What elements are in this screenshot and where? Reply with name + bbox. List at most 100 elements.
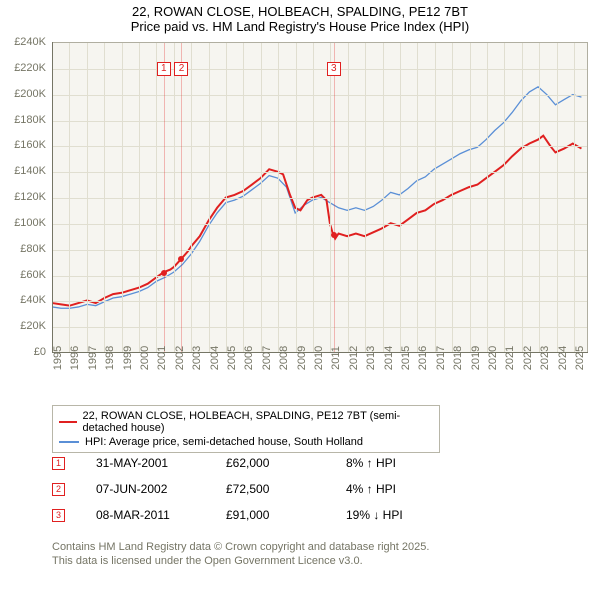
gridline-v bbox=[452, 43, 453, 352]
marker-guide bbox=[181, 43, 182, 352]
x-tick-label: 2018 bbox=[452, 346, 464, 370]
gridline-v bbox=[209, 43, 210, 352]
y-tick-label: £100K bbox=[14, 217, 46, 229]
x-tick-label: 2021 bbox=[504, 346, 516, 370]
x-tick-label: 1998 bbox=[104, 346, 116, 370]
y-tick-label: £200K bbox=[14, 88, 46, 100]
x-tick-label: 2003 bbox=[191, 346, 203, 370]
table-row: 1 31-MAY-2001£62,0008% ↑ HPI bbox=[52, 450, 588, 476]
gridline-v bbox=[487, 43, 488, 352]
x-tick-label: 2014 bbox=[383, 346, 395, 370]
gridline-h bbox=[52, 121, 587, 122]
x-tick-label: 1996 bbox=[69, 346, 81, 370]
y-tick-label: £0 bbox=[34, 346, 46, 358]
chart-title-line2: Price paid vs. HM Land Registry's House … bbox=[0, 19, 600, 36]
x-tick-label: 2001 bbox=[156, 346, 168, 370]
gridline-v bbox=[348, 43, 349, 352]
gridline-v bbox=[330, 43, 331, 352]
y-tick-label: £140K bbox=[14, 165, 46, 177]
table-marker: 1 bbox=[52, 457, 65, 470]
gridline-v bbox=[156, 43, 157, 352]
y-tick-label: £220K bbox=[14, 62, 46, 74]
x-tick-label: 1995 bbox=[52, 346, 64, 370]
table-row: 2 07-JUN-2002£72,5004% ↑ HPI bbox=[52, 476, 588, 502]
x-tick-label: 1999 bbox=[122, 346, 134, 370]
gridline-h bbox=[52, 69, 587, 70]
gridline-v bbox=[539, 43, 540, 352]
x-tick-label: 2022 bbox=[522, 346, 534, 370]
gridline-v bbox=[69, 43, 70, 352]
gridline-v bbox=[522, 43, 523, 352]
x-tick-label: 2013 bbox=[365, 346, 377, 370]
y-tick-label: £40K bbox=[20, 294, 46, 306]
sale-marker-box: 2 bbox=[174, 62, 188, 76]
gridline-v bbox=[296, 43, 297, 352]
table-pct: 4% ↑ HPI bbox=[346, 482, 466, 496]
gridline-v bbox=[417, 43, 418, 352]
x-tick-label: 1997 bbox=[87, 346, 99, 370]
table-date: 31-MAY-2001 bbox=[96, 456, 226, 470]
gridline-v bbox=[243, 43, 244, 352]
table-price: £62,000 bbox=[226, 456, 346, 470]
gridline-v bbox=[226, 43, 227, 352]
x-tick-label: 2008 bbox=[278, 346, 290, 370]
table-row: 308-MAR-2011£91,00019% ↓ HPI bbox=[52, 502, 588, 528]
gridline-h bbox=[52, 172, 587, 173]
legend: 22, ROWAN CLOSE, HOLBEACH, SPALDING, PE1… bbox=[52, 405, 440, 453]
x-tick-label: 2006 bbox=[243, 346, 255, 370]
gridline-h bbox=[52, 95, 587, 96]
chart-title-line1: 22, ROWAN CLOSE, HOLBEACH, SPALDING, PE1… bbox=[0, 0, 600, 19]
legend-swatch bbox=[59, 441, 79, 443]
gridline-v bbox=[470, 43, 471, 352]
y-tick-label: £20K bbox=[20, 320, 46, 332]
footer-text: Contains HM Land Registry data © Crown c… bbox=[52, 540, 429, 569]
x-axis: 1995199619971998199920002001200220032004… bbox=[52, 354, 588, 404]
gridline-h bbox=[52, 276, 587, 277]
gridline-v bbox=[574, 43, 575, 352]
gridline-v bbox=[139, 43, 140, 352]
x-tick-label: 2024 bbox=[557, 346, 569, 370]
marker-guide bbox=[164, 43, 165, 352]
gridline-v bbox=[174, 43, 175, 352]
gridline-v bbox=[87, 43, 88, 352]
table-price: £72,500 bbox=[226, 482, 346, 496]
gridline-h bbox=[52, 146, 587, 147]
table-date: 07-JUN-2002 bbox=[96, 482, 226, 496]
gridline-h bbox=[52, 198, 587, 199]
table-date: 08-MAR-2011 bbox=[96, 508, 226, 522]
x-tick-label: 2019 bbox=[470, 346, 482, 370]
legend-label: 22, ROWAN CLOSE, HOLBEACH, SPALDING, PE1… bbox=[83, 410, 433, 434]
y-tick-label: £240K bbox=[14, 36, 46, 48]
x-tick-label: 2020 bbox=[487, 346, 499, 370]
y-tick-label: £80K bbox=[20, 243, 46, 255]
y-tick-label: £60K bbox=[20, 269, 46, 281]
gridline-v bbox=[383, 43, 384, 352]
footer-line2: This data is licensed under the Open Gov… bbox=[52, 554, 429, 568]
chart-area: 123 bbox=[52, 42, 588, 352]
legend-label: HPI: Average price, semi-detached house,… bbox=[85, 436, 363, 448]
x-tick-label: 2023 bbox=[539, 346, 551, 370]
gridline-v bbox=[122, 43, 123, 352]
y-axis: £0£20K£40K£60K£80K£100K£120K£140K£160K£1… bbox=[0, 42, 50, 353]
sale-marker-dot bbox=[161, 270, 167, 276]
gridline-h bbox=[52, 250, 587, 251]
x-tick-label: 2016 bbox=[417, 346, 429, 370]
x-tick-label: 2015 bbox=[400, 346, 412, 370]
gridline-h bbox=[52, 224, 587, 225]
legend-row: HPI: Average price, semi-detached house,… bbox=[59, 435, 433, 449]
x-tick-label: 2012 bbox=[348, 346, 360, 370]
x-tick-label: 2005 bbox=[226, 346, 238, 370]
gridline-v bbox=[278, 43, 279, 352]
marker-guide bbox=[334, 43, 335, 352]
table-pct: 8% ↑ HPI bbox=[346, 456, 466, 470]
table-marker: 2 bbox=[52, 483, 65, 496]
y-tick-label: £120K bbox=[14, 191, 46, 203]
y-tick-label: £160K bbox=[14, 139, 46, 151]
x-tick-label: 2004 bbox=[209, 346, 221, 370]
x-tick-label: 2025 bbox=[574, 346, 586, 370]
gridline-h bbox=[52, 301, 587, 302]
x-tick-label: 2002 bbox=[174, 346, 186, 370]
gridline-v bbox=[191, 43, 192, 352]
sale-marker-box: 1 bbox=[157, 62, 171, 76]
sale-marker-dot bbox=[331, 232, 337, 238]
